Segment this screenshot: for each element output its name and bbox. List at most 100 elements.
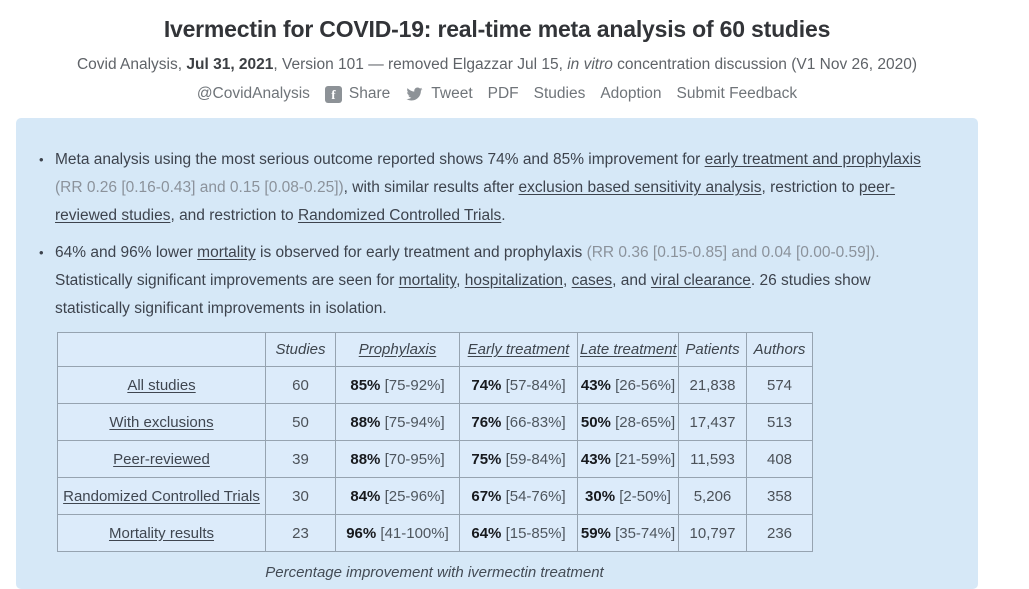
cell-late: 30% [2-50%] bbox=[577, 477, 679, 515]
link-early-treatment-and-prophylaxis[interactable]: early treatment and prophylaxis bbox=[704, 151, 921, 168]
nav-link-submit-feedback[interactable]: Submit Feedback bbox=[676, 85, 798, 102]
header-link-early-treatment[interactable]: Early treatment bbox=[467, 341, 570, 358]
results-table: Studies Prophylaxis Early treatment Late… bbox=[57, 332, 813, 552]
header-patients: Patients bbox=[678, 332, 747, 367]
cell-label: All studies bbox=[57, 366, 266, 404]
cell-patients: 11,593 bbox=[678, 440, 747, 478]
table-row-mortality: Mortality results 23 96% [41-100%] 64% [… bbox=[57, 514, 813, 552]
byline-source: Covid Analysis, bbox=[76, 56, 187, 73]
link-hospitalization[interactable]: hospitalization bbox=[464, 272, 564, 289]
cell-late: 59% [35-74%] bbox=[577, 514, 679, 552]
summary-bullet-1: Meta analysis using the most serious out… bbox=[38, 146, 948, 230]
cell-authors: 408 bbox=[746, 440, 813, 478]
cell-patients: 10,797 bbox=[678, 514, 747, 552]
link-viral-clearance[interactable]: viral clearance bbox=[650, 272, 751, 289]
bullet1-text: . bbox=[501, 207, 506, 224]
cell-studies: 39 bbox=[265, 440, 336, 478]
row-link-rct[interactable]: Randomized Controlled Trials bbox=[63, 487, 260, 505]
table-row-with-exclusions: With exclusions 50 88% [75-94%] 76% [66-… bbox=[57, 403, 813, 441]
share-button[interactable]: f Share bbox=[324, 85, 391, 103]
link-randomized-controlled-trials[interactable]: Randomized Controlled Trials bbox=[297, 207, 502, 224]
link-cases[interactable]: cases bbox=[571, 272, 613, 289]
cell-label: Randomized Controlled Trials bbox=[57, 477, 266, 515]
header-early-treatment: Early treatment bbox=[459, 332, 578, 367]
bullet2-text: , bbox=[563, 272, 572, 289]
cell-early: 75% [59-84%] bbox=[459, 440, 578, 478]
row-link-all-studies[interactable]: All studies bbox=[127, 376, 196, 394]
byline-tail: concentration discussion (V1 Nov 26, 202… bbox=[612, 56, 918, 73]
summary-bullet-2: 64% and 96% lower mortality is observed … bbox=[38, 239, 948, 323]
link-exclusion-sensitivity-analysis[interactable]: exclusion based sensitivity analysis bbox=[518, 179, 762, 196]
header-late-treatment: Late treatment bbox=[577, 332, 679, 367]
summary-list: Meta analysis using the most serious out… bbox=[38, 146, 948, 323]
nav-link-adoption[interactable]: Adoption bbox=[600, 85, 662, 102]
header-nav: @CovidAnalysis f Share Tweet PDF Studies… bbox=[16, 85, 978, 103]
cell-label: With exclusions bbox=[57, 403, 266, 441]
bullet2-text: , and bbox=[612, 272, 651, 289]
cell-late: 43% [26-56%] bbox=[577, 366, 679, 404]
link-mortality-outcome[interactable]: mortality bbox=[398, 272, 457, 289]
bullet1-text: , restriction to bbox=[761, 179, 859, 196]
bullet2-text: is observed for early treatment and prop… bbox=[255, 244, 587, 261]
byline-date: Jul 31, 2021 bbox=[186, 56, 274, 73]
share-label: Share bbox=[348, 85, 391, 102]
bullet1-rr-values: (RR 0.26 [0.16-0.43] and 0.15 [0.08-0.25… bbox=[55, 179, 344, 196]
bullet1-text: , and restriction to bbox=[170, 207, 298, 224]
header-blank bbox=[57, 332, 266, 367]
tweet-button[interactable]: Tweet bbox=[405, 85, 473, 103]
cell-studies: 60 bbox=[265, 366, 336, 404]
row-link-mortality-results[interactable]: Mortality results bbox=[108, 524, 215, 542]
cell-label: Mortality results bbox=[57, 514, 266, 552]
bullet2-text: , bbox=[456, 272, 465, 289]
link-peer-reviewed-studies[interactable]: peer-reviewed studies bbox=[55, 179, 896, 224]
header-link-prophylaxis[interactable]: Prophylaxis bbox=[358, 341, 437, 358]
tweet-label: Tweet bbox=[431, 85, 473, 102]
table-header-row: Studies Prophylaxis Early treatment Late… bbox=[57, 332, 813, 367]
bullet2-text: Statistically significant improvements a… bbox=[55, 272, 399, 289]
byline-version: , Version 101 — removed Elgazzar Jul 15, bbox=[273, 56, 568, 73]
row-link-peer-reviewed[interactable]: Peer-reviewed bbox=[113, 450, 210, 468]
bullet1-text: Meta analysis using the most serious out… bbox=[55, 151, 705, 168]
cell-prophylaxis: 85% [75-92%] bbox=[335, 366, 460, 404]
header-link-late-treatment[interactable]: Late treatment bbox=[580, 341, 677, 358]
cell-early: 76% [66-83%] bbox=[459, 403, 578, 441]
summary-panel: Meta analysis using the most serious out… bbox=[16, 118, 978, 589]
cell-prophylaxis: 96% [41-100%] bbox=[335, 514, 460, 552]
cell-early: 67% [54-76%] bbox=[459, 477, 578, 515]
nav-link-studies[interactable]: Studies bbox=[533, 85, 586, 102]
row-link-with-exclusions[interactable]: With exclusions bbox=[109, 413, 214, 431]
header-authors: Authors bbox=[746, 332, 813, 367]
header-studies: Studies bbox=[265, 332, 336, 367]
table-row-rct: Randomized Controlled Trials 30 84% [25-… bbox=[57, 477, 813, 515]
table-row-all-studies: All studies 60 85% [75-92%] 74% [57-84%]… bbox=[57, 366, 813, 404]
cell-prophylaxis: 88% [70-95%] bbox=[335, 440, 460, 478]
cell-late: 50% [28-65%] bbox=[577, 403, 679, 441]
cell-patients: 5,206 bbox=[678, 477, 747, 515]
bullet2-rr-values: (RR 0.36 [0.15-0.85] and 0.04 [0.00-0.59… bbox=[586, 244, 880, 261]
table-caption: Percentage improvement with ivermectin t… bbox=[265, 564, 604, 581]
cell-authors: 358 bbox=[746, 477, 813, 515]
nav-link-pdf[interactable]: PDF bbox=[487, 85, 519, 102]
cell-late: 43% [21-59%] bbox=[577, 440, 679, 478]
cell-patients: 21,838 bbox=[678, 366, 747, 404]
cell-authors: 513 bbox=[746, 403, 813, 441]
byline: Covid Analysis, Jul 31, 2021, Version 10… bbox=[16, 56, 978, 74]
twitter-handle-link[interactable]: @CovidAnalysis bbox=[196, 85, 310, 102]
page-title: Ivermectin for COVID-19: real-time meta … bbox=[163, 16, 831, 42]
cell-studies: 23 bbox=[265, 514, 336, 552]
cell-authors: 574 bbox=[746, 366, 813, 404]
cell-early: 64% [15-85%] bbox=[459, 514, 578, 552]
byline-invitro: in vitro bbox=[567, 56, 613, 73]
bullet1-text: , with similar results after bbox=[343, 179, 519, 196]
cell-studies: 50 bbox=[265, 403, 336, 441]
bullet2-text: 64% and 96% lower bbox=[55, 244, 198, 261]
bullet2-text: . 26 studies show statistically signific… bbox=[55, 272, 871, 317]
twitter-icon bbox=[405, 86, 424, 102]
cell-prophylaxis: 84% [25-96%] bbox=[335, 477, 460, 515]
link-mortality[interactable]: mortality bbox=[197, 244, 256, 261]
cell-early: 74% [57-84%] bbox=[459, 366, 578, 404]
header-prophylaxis: Prophylaxis bbox=[335, 332, 460, 367]
cell-studies: 30 bbox=[265, 477, 336, 515]
table-row-peer-reviewed: Peer-reviewed 39 88% [70-95%] 75% [59-84… bbox=[57, 440, 813, 478]
